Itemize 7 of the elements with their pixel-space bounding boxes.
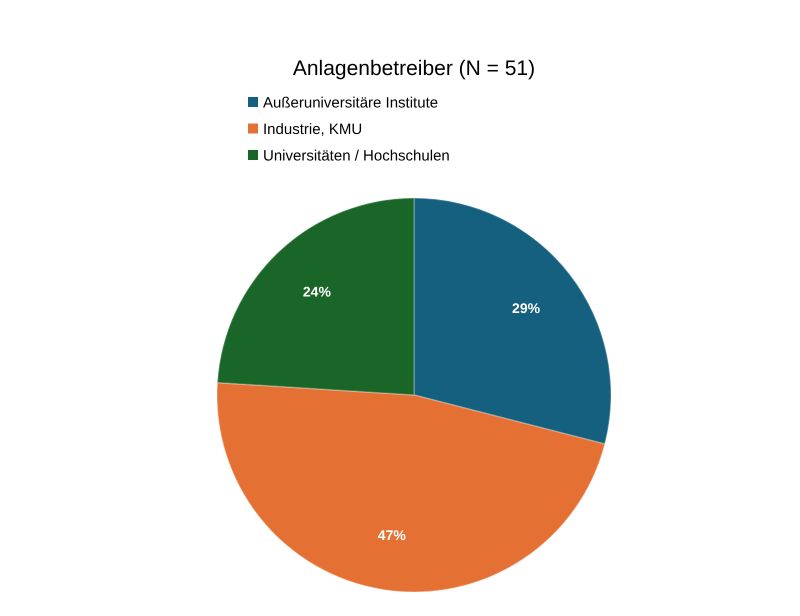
legend-label: Universitäten / Hochschulen (263, 147, 450, 164)
legend-label: Außeruniversitäre Institute (263, 94, 438, 112)
data-label: 47% (378, 526, 406, 543)
legend-label: Industrie, KMU (263, 120, 362, 138)
data-label: 29% (512, 300, 541, 316)
data-label: 24% (302, 284, 332, 300)
chart-title: Anlagenbetreiber (N = 51) (292, 57, 536, 80)
